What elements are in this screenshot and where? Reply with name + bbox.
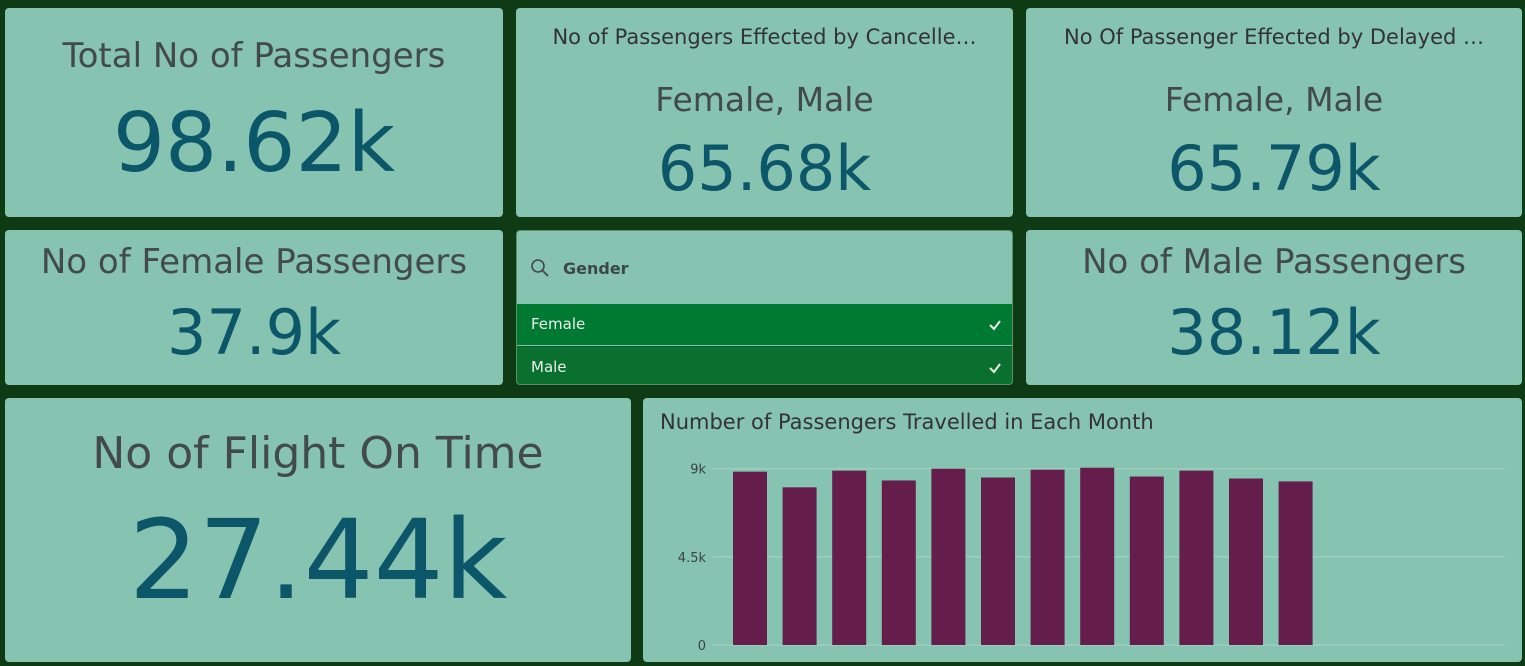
kpi-value: 38.12k — [1167, 296, 1381, 369]
option-label: Male — [531, 358, 567, 376]
filter-pane: Gender Female Male — [516, 230, 1013, 385]
kpi-value: 98.62k — [112, 96, 396, 191]
kpi-title: No of Female Passengers — [40, 242, 468, 282]
kpi-title: Total No of Passengers — [62, 36, 446, 76]
kpi-title: No of Flight On Time — [92, 428, 544, 479]
check-icon — [989, 320, 1001, 331]
kpi-value: 65.79k — [1167, 132, 1381, 205]
bar — [1179, 470, 1214, 645]
bar — [1030, 469, 1065, 645]
bar — [1129, 476, 1164, 645]
kpi-tile: No Of Passenger Effected by Delayed … Fe… — [1026, 8, 1522, 217]
kpi-subtitle: Female, Male — [1164, 80, 1384, 119]
kpi-tile: No of Passengers Effected by Cancelle… F… — [516, 8, 1013, 217]
kpi-title: No of Passengers Effected by Cancelle… — [552, 25, 977, 49]
kpi-value: 37.9k — [167, 296, 341, 369]
kpi-title: No Of Passenger Effected by Delayed … — [1063, 25, 1485, 49]
bar — [1278, 481, 1313, 645]
kpi-tile: No of Flight On Time 27.44k — [5, 398, 631, 662]
bar — [782, 487, 817, 645]
bar — [931, 468, 966, 645]
search-icon — [531, 259, 549, 277]
filter-option[interactable]: Male — [517, 346, 1012, 384]
bar — [1229, 478, 1263, 645]
kpi-tile: Total No of Passengers 98.62k — [5, 8, 503, 217]
kpi-tile: No of Female Passengers 37.9k — [5, 230, 503, 385]
check-icon — [989, 363, 1001, 374]
bar — [1080, 467, 1115, 645]
kpi-title: No of Male Passengers — [1082, 242, 1466, 282]
y-tick-label: 9k — [690, 463, 706, 478]
bar — [881, 480, 916, 645]
chart-tile: Number of Passengers Travelled in Each M… — [643, 398, 1522, 662]
filter-label: Gender — [563, 259, 629, 278]
kpi-value: 27.44k — [128, 496, 508, 624]
filter-option[interactable]: Female — [517, 304, 1012, 345]
y-tick-label: 0 — [698, 639, 706, 654]
kpi-value: 65.68k — [657, 132, 872, 205]
y-tick-label: 4.5k — [678, 551, 707, 566]
kpi-tile: No of Male Passengers 38.12k — [1026, 230, 1522, 385]
chart-title: Number of Passengers Travelled in Each M… — [660, 410, 1154, 434]
chart: Number of Passengers Travelled in Each M… — [660, 410, 1505, 654]
bar — [832, 470, 867, 645]
bar — [733, 471, 767, 645]
kpi-subtitle: Female, Male — [655, 80, 874, 119]
bar — [981, 477, 1015, 645]
option-label: Female — [531, 315, 586, 333]
